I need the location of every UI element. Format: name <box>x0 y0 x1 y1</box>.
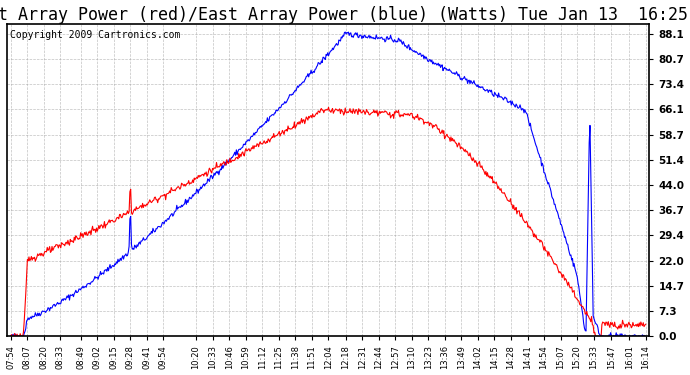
Text: Copyright 2009 Cartronics.com: Copyright 2009 Cartronics.com <box>10 30 181 40</box>
Title: West Array Power (red)/East Array Power (blue) (Watts) Tue Jan 13  16:25: West Array Power (red)/East Array Power … <box>0 6 688 24</box>
